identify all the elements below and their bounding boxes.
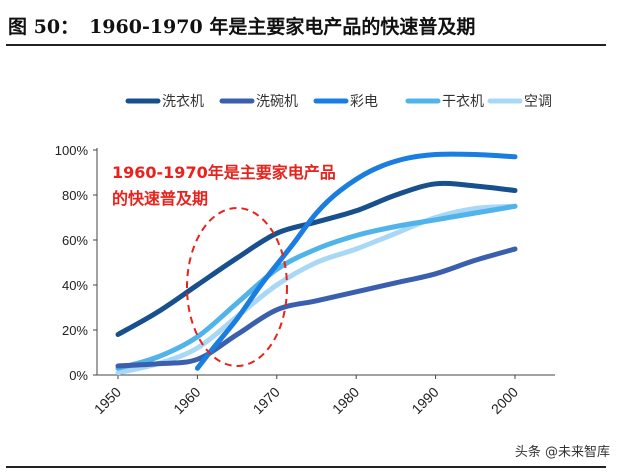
annotation-text-line: 的快速普及期: [112, 189, 208, 208]
x-tick-label: 1990: [408, 384, 441, 417]
figure-title: 图 50： 1960-1970 年是主要家电产品的快速普及期: [8, 10, 475, 40]
figure-number: 图 50：: [8, 15, 80, 38]
legend-item-5: 空调: [487, 94, 552, 110]
y-tick-label: 100%: [55, 143, 89, 158]
y-tick-label: 0%: [69, 368, 88, 383]
legend-item-2: 洗碗机: [219, 94, 298, 110]
y-tick-label: 60%: [62, 233, 88, 248]
legend-label: 洗碗机: [256, 94, 298, 110]
legend-item-4: 干衣机: [405, 94, 484, 110]
legend-label: 空调: [524, 94, 552, 110]
x-tick-label: 1960: [170, 384, 203, 417]
series-line-3: [194, 151, 518, 371]
x-tick-label: 1970: [250, 384, 283, 417]
x-tick-label: 1980: [329, 384, 362, 417]
y-tick-label: 20%: [62, 323, 88, 338]
legend-label: 洗衣机: [162, 94, 204, 110]
series-line-5: [115, 203, 518, 376]
legend-label: 彩电: [350, 94, 378, 110]
highlight-ellipse: [186, 207, 288, 367]
title-rule: [6, 44, 606, 46]
legend-label: 干衣机: [442, 94, 484, 110]
x-tick-label: 1950: [91, 384, 124, 417]
x-tick-label: 2000: [488, 384, 521, 417]
annotation-text-line: 1960-1970年是主要家电产品: [112, 163, 336, 182]
series-line-2: [115, 246, 518, 369]
series-line-1: [115, 180, 518, 337]
series-line-4: [115, 203, 518, 371]
y-tick-label: 40%: [62, 278, 88, 293]
bottom-rule: [6, 466, 606, 468]
y-tick-label: 80%: [62, 188, 88, 203]
watermark: 头条 @未来智库: [510, 440, 614, 461]
figure-title-text: 1960-1970 年是主要家电产品的快速普及期: [89, 15, 476, 38]
legend-item-3: 彩电: [313, 94, 378, 110]
legend-item-1: 洗衣机: [125, 94, 204, 110]
